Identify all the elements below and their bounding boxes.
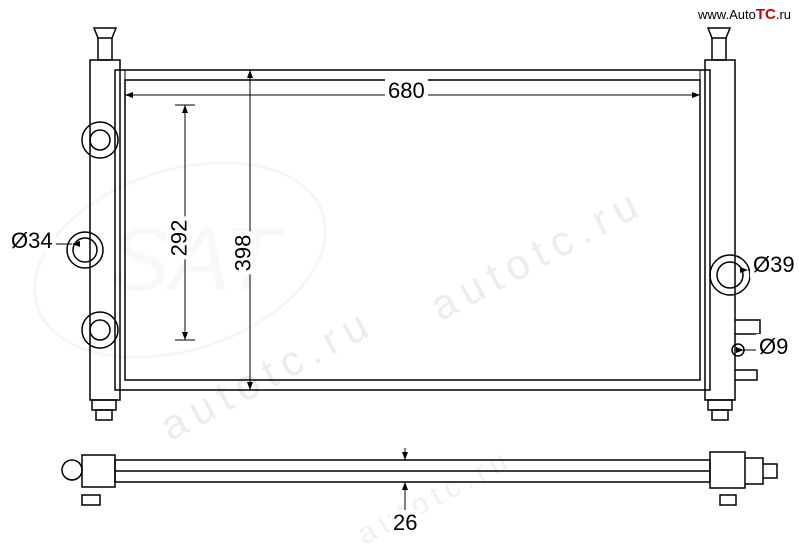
label-height-inner: 292 — [166, 217, 192, 260]
label-d34: Ø34 — [8, 228, 56, 254]
technical-drawing: autotc.ru autotc.ru autotc.ru www.AutoTC… — [0, 0, 799, 550]
label-width: 680 — [385, 78, 428, 104]
label-thickness: 26 — [390, 510, 420, 536]
dim-thickness — [395, 448, 415, 515]
label-d39: Ø39 — [750, 252, 798, 278]
radiator-side-view — [62, 452, 777, 505]
label-d9: Ø9 — [756, 334, 791, 360]
svg-text:SAT: SAT — [110, 210, 284, 310]
label-height-outer: 398 — [230, 232, 256, 275]
sat-logo: SAT — [10, 128, 351, 392]
